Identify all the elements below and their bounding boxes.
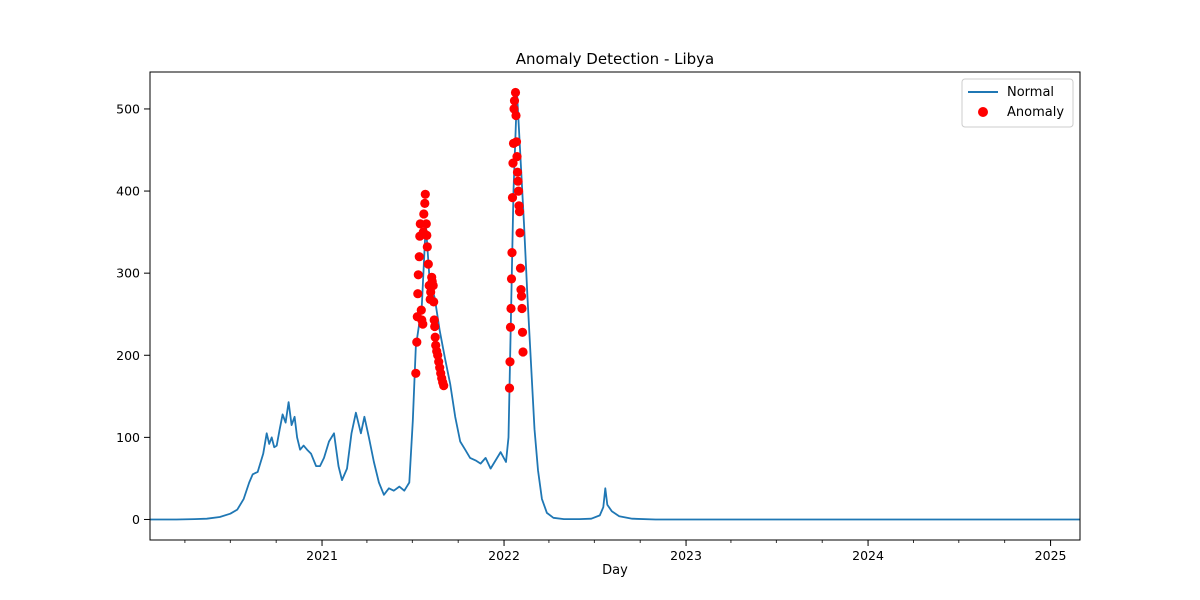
- chart-title: Anomaly Detection - Libya: [516, 50, 715, 68]
- anomaly-point: [419, 209, 429, 219]
- x-tick-label: 2023: [670, 548, 702, 563]
- y-tick-label: 400: [116, 184, 140, 199]
- legend-normal-label: Normal: [1007, 85, 1054, 100]
- anomaly-point: [513, 176, 523, 186]
- series-line-normal: [150, 91, 1080, 521]
- anomaly-point: [439, 381, 449, 391]
- legend-anomaly-swatch: [978, 107, 988, 117]
- anomaly-point: [509, 96, 520, 106]
- anomaly-point: [413, 289, 423, 299]
- anomaly-point: [514, 207, 525, 217]
- anomaly-point: [505, 322, 516, 332]
- anomaly-point: [515, 263, 526, 273]
- anomaly-point: [515, 228, 525, 238]
- anomaly-point: [517, 327, 528, 337]
- x-tick-label: 2025: [1035, 548, 1067, 563]
- y-axis: 0 100 200 300 400 500: [116, 101, 150, 527]
- x-axis-label: Day: [602, 563, 628, 578]
- series-layer: [150, 87, 1080, 521]
- anomaly-point: [507, 193, 518, 203]
- anomaly-point: [505, 357, 515, 367]
- anomaly-point: [413, 270, 423, 280]
- y-tick-label: 300: [116, 266, 140, 281]
- anomaly-point: [416, 305, 426, 315]
- anomaly-point: [422, 230, 432, 240]
- anomaly-point: [512, 152, 522, 162]
- legend: Normal Anomaly: [961, 78, 1074, 128]
- anomaly-point: [429, 297, 439, 307]
- anomaly-point: [504, 383, 515, 393]
- x-axis: 2021 2022 2023 2024 2025: [184, 540, 1067, 563]
- anomaly-point: [430, 321, 440, 332]
- anomaly-point: [412, 337, 422, 347]
- x-tick-label: 2024: [852, 548, 884, 563]
- anomaly-point: [511, 137, 522, 147]
- x-tick-label: 2022: [488, 548, 520, 563]
- plot-area: [149, 71, 1081, 541]
- legend-anomaly-label: Anomaly: [1007, 105, 1064, 120]
- anomaly-point: [517, 303, 527, 314]
- anomaly-point: [510, 87, 521, 98]
- y-tick-label: 500: [116, 101, 140, 116]
- anomaly-point: [506, 274, 517, 284]
- anomaly-point: [411, 368, 421, 378]
- anomaly-point: [430, 332, 440, 342]
- anomaly-point: [414, 252, 424, 262]
- anomaly-point: [516, 291, 527, 301]
- anomaly-point: [418, 319, 428, 329]
- plot-frame: [149, 71, 1081, 541]
- anomaly-point: [420, 189, 430, 199]
- anomaly-point: [428, 280, 438, 291]
- x-tick-label: 2021: [306, 548, 338, 563]
- anomaly-point: [507, 248, 517, 258]
- anomaly-point: [512, 167, 523, 177]
- anomaly-point: [421, 219, 431, 229]
- anomaly-point: [513, 186, 524, 196]
- anomaly-point: [506, 303, 516, 314]
- anomaly-point: [420, 198, 430, 208]
- y-tick-label: 0: [132, 512, 140, 527]
- anomaly-point: [511, 110, 521, 121]
- anomaly-point: [422, 242, 432, 252]
- y-tick-label: 200: [116, 348, 140, 363]
- anomaly-point: [423, 259, 433, 269]
- y-tick-label: 100: [116, 430, 140, 445]
- anomaly-point: [518, 347, 528, 357]
